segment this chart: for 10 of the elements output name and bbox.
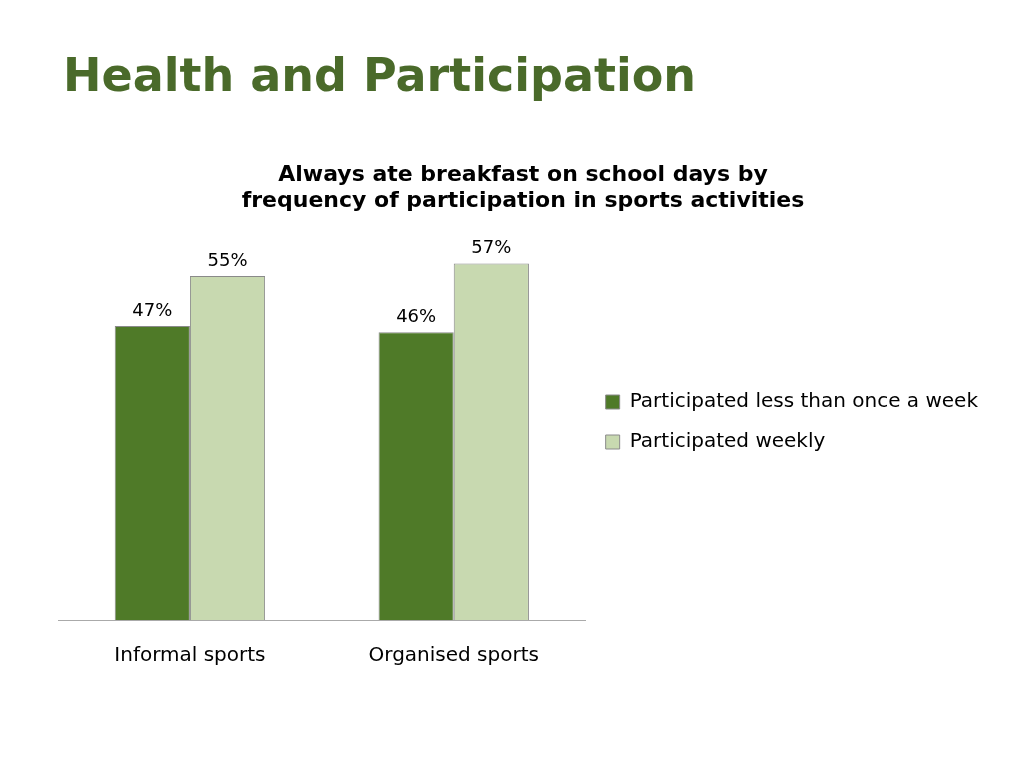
legend-label: Participated less than once a week bbox=[629, 388, 979, 413]
chart-title: Health and Participation bbox=[62, 47, 698, 104]
legend-label: Participated weekly bbox=[629, 428, 826, 453]
data-label: 57% bbox=[471, 236, 512, 258]
data-label: 47% bbox=[132, 298, 173, 320]
chart-subtitle: Always ate breakfast on school days by frequency of participation in sports activities bbox=[241, 160, 805, 213]
data-label: 55% bbox=[207, 248, 248, 270]
x-tick-label: Informal sports bbox=[114, 642, 266, 667]
x-tick-label: Organised sports bbox=[368, 642, 539, 667]
data-label: 46% bbox=[396, 305, 437, 327]
